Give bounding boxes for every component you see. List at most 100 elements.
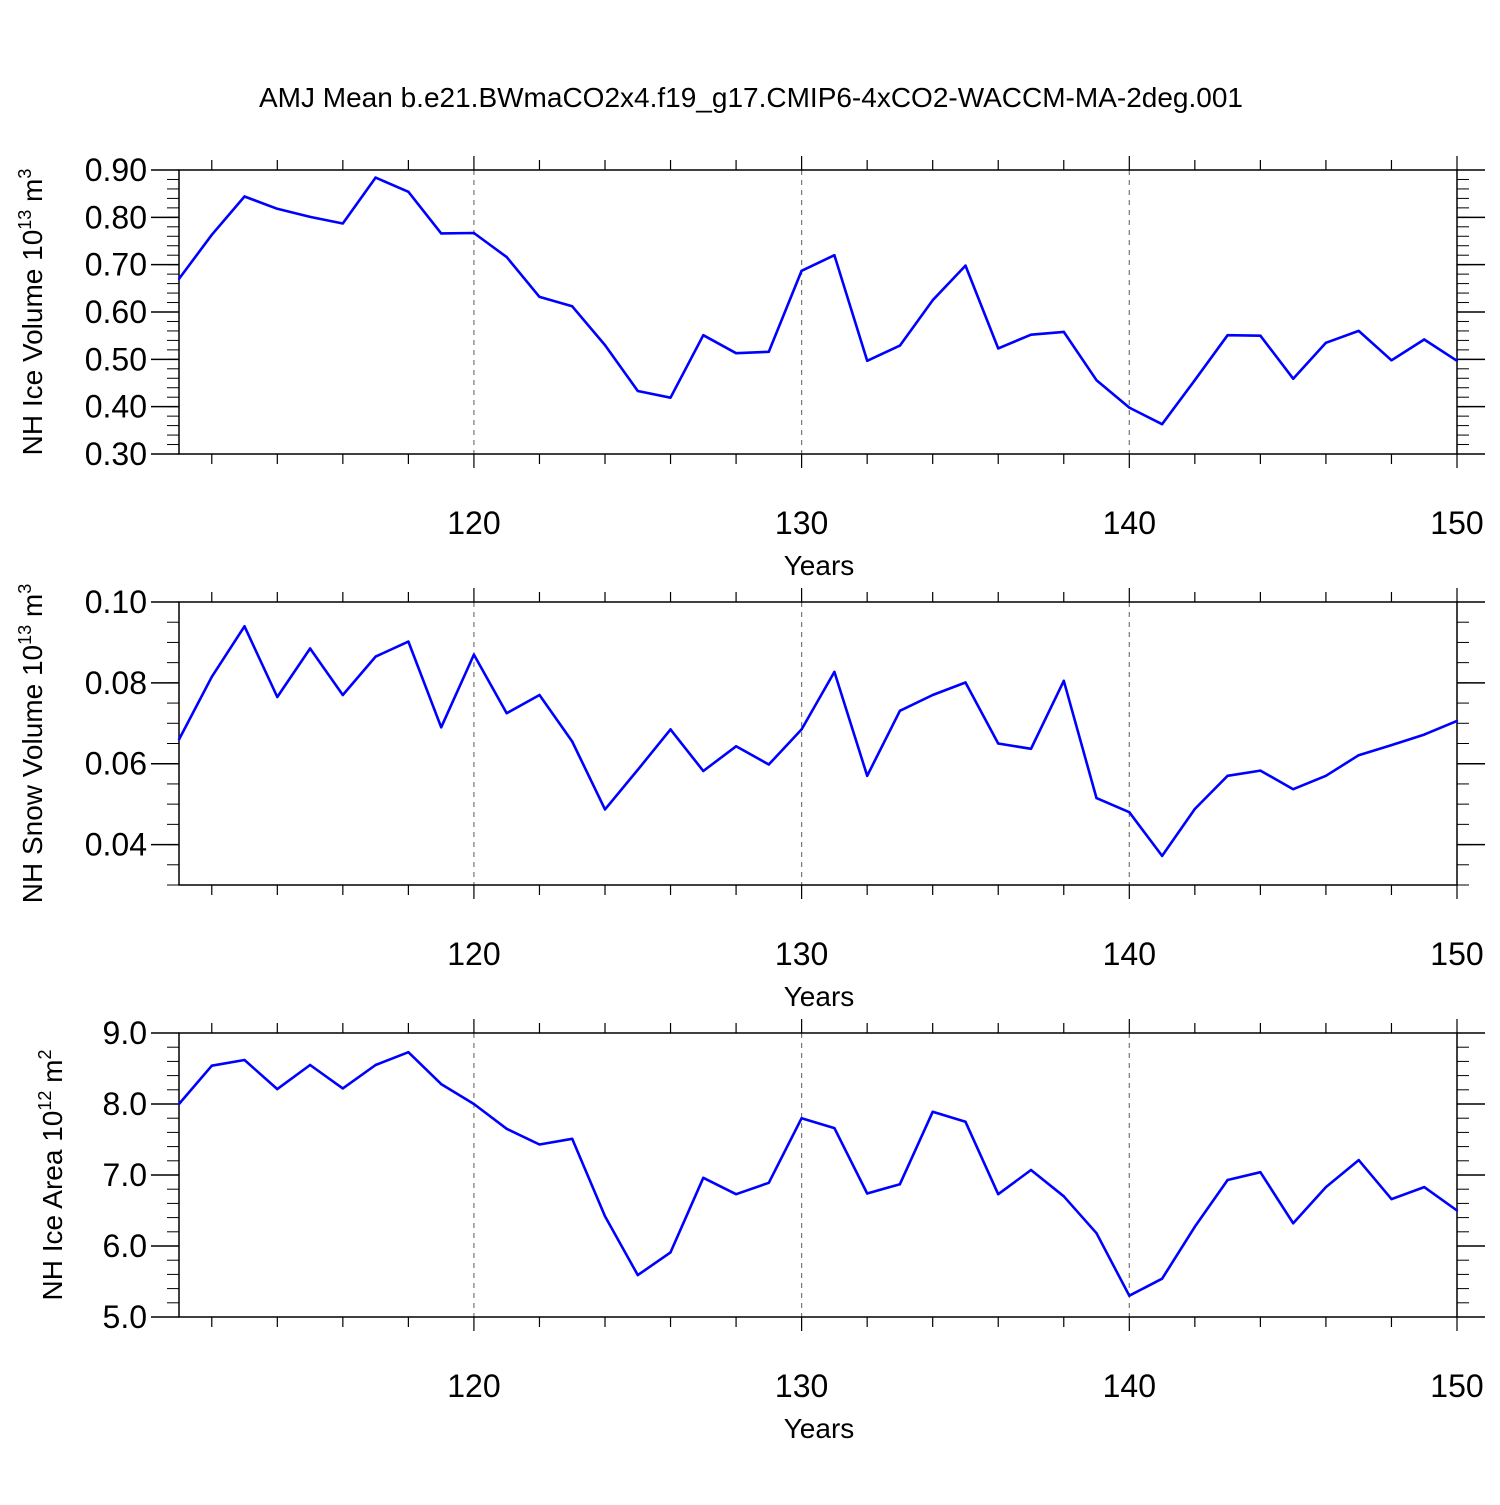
data-point: [1029, 1168, 1033, 1172]
panel-nh-snow-volume: 0.04 0.06 0.08 0.10 120 130 140 150 Years NH Snow…: [15, 584, 1485, 1012]
data-point: [734, 351, 738, 355]
data-point: [1193, 378, 1197, 382]
data-point: [603, 1214, 607, 1218]
data-point: [931, 298, 934, 302]
data-point: [1062, 330, 1065, 334]
data-point: [571, 305, 574, 308]
x-tick-label: 140: [1103, 1368, 1156, 1404]
data-point: [931, 693, 934, 697]
data-point: [964, 264, 967, 267]
data-point: [505, 711, 508, 715]
data-point: [800, 728, 803, 731]
data-point: [1291, 377, 1295, 380]
data-point: [1128, 406, 1131, 409]
x-tick-label: 130: [775, 505, 828, 541]
data-point: [734, 745, 738, 748]
data-point: [1095, 796, 1098, 800]
data-point: [833, 1126, 836, 1130]
data-point: [636, 1273, 639, 1277]
x-tick-label: 150: [1430, 505, 1483, 541]
y-tick-label: 0.80: [85, 199, 147, 235]
x-tick-label: 150: [1430, 1368, 1483, 1404]
data-point: [1455, 1209, 1459, 1212]
data-point: [669, 1251, 672, 1254]
data-point: [439, 1082, 443, 1086]
data-point: [1193, 1225, 1197, 1229]
data-point: [865, 359, 869, 362]
data-point: [1455, 359, 1459, 362]
y-tick-label: 0.06: [85, 746, 147, 782]
y-tick-label: 0.50: [85, 341, 147, 377]
x-tick-label: 120: [447, 936, 500, 972]
y-axis-label: NH Snow Volume 1013 m3: [15, 584, 48, 904]
data-point: [341, 693, 345, 697]
data-point: [1324, 774, 1328, 778]
panel-nh-ice-volume: 0.30 0.40 0.50 0.60 0.70 0.80 0.90 120 130 140 150…: [15, 152, 1485, 581]
data-point: [800, 1117, 803, 1120]
data-point: [964, 1120, 967, 1123]
data-point: [308, 647, 312, 650]
data-point: [669, 728, 672, 731]
figure-title: AMJ Mean b.e21.BWmaCO2x4.f19_g17.CMIP6-4…: [259, 82, 1243, 113]
data-point: [767, 1181, 771, 1185]
y-tick-label: 8.0: [103, 1086, 147, 1122]
data-point: [702, 1176, 705, 1180]
data-point: [1423, 1185, 1426, 1189]
y-tick-label: 0.90: [85, 152, 147, 188]
series-line-nh-ice-volume: [177, 176, 1458, 426]
data-point: [1423, 338, 1426, 341]
data-point: [276, 1087, 279, 1091]
data-point: [669, 396, 672, 399]
data-point: [1128, 811, 1131, 814]
y-axis-label: NH Ice Volume 1013 m3: [15, 169, 48, 456]
x-tick-label: 150: [1430, 936, 1483, 972]
x-axis-label: Years: [784, 1413, 855, 1444]
data-point: [1226, 774, 1229, 778]
data-point: [210, 233, 213, 237]
x-tick-label: 140: [1103, 936, 1156, 972]
data-point: [1390, 743, 1393, 747]
data-point: [505, 255, 508, 259]
data-point: [210, 1064, 213, 1067]
data-point: [472, 653, 476, 656]
data-point: [439, 232, 443, 235]
series-line-nh-snow-volume: [177, 624, 1458, 858]
data-point: [898, 1183, 902, 1186]
data-point: [571, 740, 574, 743]
data-point: [1226, 1178, 1229, 1182]
data-point: [407, 1050, 410, 1054]
data-point: [308, 1063, 312, 1067]
data-point: [1029, 333, 1033, 336]
series-line-nh-ice-area: [178, 1050, 1458, 1297]
data-point: [1259, 334, 1262, 337]
y-axis-label: NH Ice Area 1012 m2: [35, 1049, 68, 1300]
data-point: [997, 742, 1000, 745]
data-point: [1160, 1277, 1164, 1280]
data-point: [800, 269, 803, 273]
y-tick-label: 0.30: [85, 436, 147, 472]
data-point: [1291, 787, 1295, 791]
plot-frame: [178, 169, 1458, 455]
data-point: [472, 1102, 476, 1106]
data-point: [439, 726, 443, 729]
y-tick-label: 0.70: [85, 247, 147, 283]
x-axis-label: Years: [784, 550, 855, 581]
data-point: [472, 231, 476, 235]
data-point: [636, 389, 639, 393]
data-point: [407, 190, 410, 193]
data-point: [898, 709, 902, 712]
data-point: [603, 808, 607, 811]
data-point: [1291, 1222, 1295, 1225]
data-point: [243, 1058, 246, 1062]
data-point: [538, 693, 541, 697]
data-point: [1062, 1195, 1065, 1198]
data-point: [1324, 1185, 1328, 1189]
data-point: [1357, 1158, 1360, 1162]
data-point: [702, 333, 705, 337]
data-point: [931, 1110, 934, 1114]
data-point: [767, 763, 771, 766]
panel-nh-ice-area: 5.0 6.0 7.0 8.0 9.0 120 130 140 150 Years NH Ice A…: [35, 1015, 1485, 1444]
data-point: [177, 738, 181, 741]
data-point: [767, 350, 771, 353]
data-point: [1062, 679, 1065, 683]
